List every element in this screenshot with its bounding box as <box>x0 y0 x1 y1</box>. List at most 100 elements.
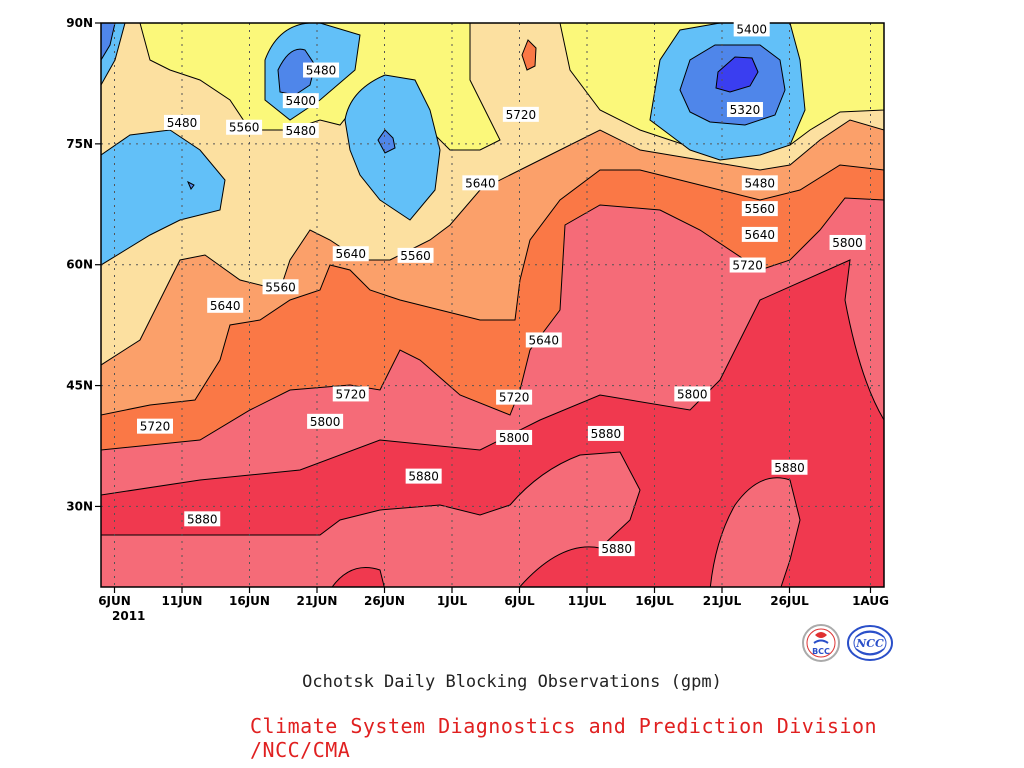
contour-label: 5560 <box>741 201 778 217</box>
x-tick-label: 11JUN <box>162 594 203 608</box>
contour-label: 5320 <box>726 102 763 118</box>
contour-label-text: 5720 <box>506 108 537 122</box>
contour-label-bg <box>771 459 808 475</box>
contour-label-bg <box>496 429 533 445</box>
contour-label-bg <box>164 114 200 130</box>
y-tick-label: 75N <box>66 137 93 151</box>
contour-label-bg <box>741 175 778 191</box>
contour-label: 5400 <box>733 21 770 37</box>
contour-label-bg <box>741 201 778 217</box>
contour-label: 5880 <box>184 511 221 527</box>
contour-label-bg <box>303 62 340 78</box>
contour-label: 5720 <box>496 389 533 405</box>
contour-label-bg <box>598 541 635 557</box>
contour-label-bg <box>207 297 244 313</box>
contour-label-text: 5640 <box>745 228 776 242</box>
x-tick-label: 1AUG <box>852 594 889 608</box>
contour-label-text: 5720 <box>140 420 171 434</box>
contour-label-text: 5560 <box>229 121 260 135</box>
contour-label-bg <box>137 418 173 434</box>
contour-label-bg <box>282 122 319 138</box>
contour-label-bg <box>829 234 866 250</box>
plot-frame <box>100 22 885 588</box>
contour-label: 5400 <box>282 93 319 109</box>
contour-label: 5560 <box>226 119 263 135</box>
fill-below-5320 <box>715 56 759 93</box>
contour-label-text: 5400 <box>736 22 767 36</box>
contour-label-text: 5720 <box>499 391 530 405</box>
fill-5320-5400 <box>101 23 786 190</box>
contour-label-text: 5640 <box>335 247 366 261</box>
contour-label-text: 5640 <box>529 333 560 347</box>
contour-label: 5480 <box>282 122 319 138</box>
x-tick-label: 16JUN <box>229 594 270 608</box>
contour-label-bg <box>496 389 533 405</box>
contour-label-text: 5880 <box>591 427 622 441</box>
contour-label: 5880 <box>405 468 442 484</box>
contour-label: 5720 <box>729 257 766 273</box>
contour-label: 5800 <box>307 413 344 429</box>
contour-label-text: 5800 <box>499 431 530 445</box>
contour-label-bg <box>184 511 221 527</box>
contour-label-text: 5480 <box>286 124 317 138</box>
contour-label-bg <box>674 386 711 402</box>
contour-label: 5560 <box>397 247 434 263</box>
x-tick-label: 26JUL <box>770 594 809 608</box>
contour-label-bg <box>733 21 770 37</box>
contour-label-bg <box>729 257 766 273</box>
x-tick-label: 1JUL <box>437 594 468 608</box>
contour-label-text: 5720 <box>335 387 366 401</box>
contour-label-text: 5560 <box>265 280 296 294</box>
ncc-logo-icon: NCC <box>847 625 893 661</box>
contour-label-bg <box>405 468 442 484</box>
contour-label: 5480 <box>741 175 778 191</box>
y-tick-label: 30N <box>66 499 93 513</box>
x-year-label: 2011 <box>112 609 145 623</box>
contour-label-text: 5560 <box>745 202 776 216</box>
x-axis: 6JUN 11JUN 16JUN 21JUN 26JUN 1JUL 6JUL 11JUL 16J… <box>98 587 889 608</box>
contour-labels: 5400 5320 5480 5400 5480 5480 5560 5720 5640 5480… <box>137 21 866 557</box>
contour-label: 5720 <box>502 106 539 122</box>
contour-label-bg <box>741 226 778 242</box>
contour-label: 5800 <box>829 234 866 250</box>
contour-label-text: 5720 <box>732 259 763 273</box>
contour-label-text: 5560 <box>400 249 431 263</box>
contour-label-text: 5640 <box>210 299 241 313</box>
grid <box>101 23 884 587</box>
contour-label: 5560 <box>262 279 299 295</box>
y-axis: 30N 45N 60N 75N 90N <box>66 16 101 513</box>
contour-label: 5640 <box>462 175 499 191</box>
bcc-logo-text: BCC <box>812 647 830 656</box>
contour-label-text: 5400 <box>286 94 317 108</box>
contour-label-bg <box>502 106 539 122</box>
contour-label: 5640 <box>525 332 562 348</box>
x-tick-label: 21JUL <box>703 594 742 608</box>
x-tick-label: 11JUL <box>568 594 607 608</box>
fill-spot-6jul <box>521 39 537 71</box>
contour-label-text: 5880 <box>774 461 805 475</box>
contour-label-bg <box>332 246 369 262</box>
contour-label: 5640 <box>332 246 369 262</box>
contour-label-text: 5800 <box>832 236 863 250</box>
contour-label: 5720 <box>332 386 369 402</box>
contour-label-bg <box>726 102 763 118</box>
contour-label-text: 5480 <box>167 116 198 130</box>
contour-label-text: 5880 <box>601 542 632 556</box>
contour-label-bg <box>262 279 299 295</box>
contour-label: 5880 <box>771 459 808 475</box>
contour-label-text: 5320 <box>730 103 761 117</box>
contour-label: 5480 <box>303 62 340 78</box>
contour-label-text: 5880 <box>187 512 218 526</box>
contour-label-bg <box>226 119 263 135</box>
contour-label-bg <box>397 247 434 263</box>
contour-label-bg <box>282 93 319 109</box>
contour-label-text: 5800 <box>310 415 341 429</box>
contour-label: 5880 <box>587 425 624 441</box>
y-tick-label: 60N <box>66 258 93 272</box>
contour-label-text: 5800 <box>677 387 708 401</box>
contour-label: 5640 <box>207 297 244 313</box>
contour-label-bg <box>462 175 499 191</box>
contour-label-bg <box>525 332 562 348</box>
x-tick-label: 26JUN <box>364 594 405 608</box>
